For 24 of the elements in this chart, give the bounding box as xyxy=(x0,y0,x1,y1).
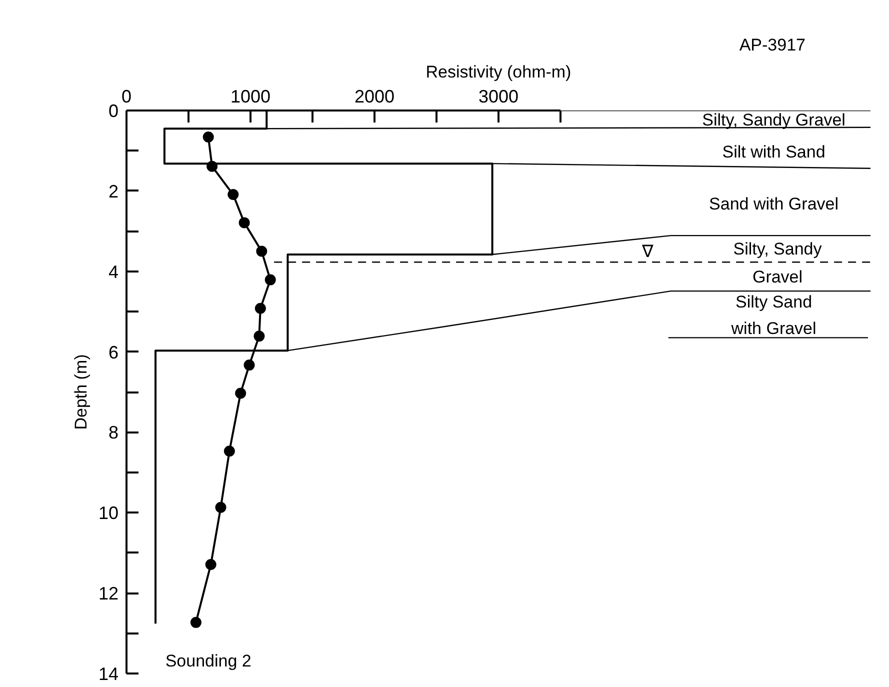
y-tick-label: 14 xyxy=(98,664,119,684)
y-tick-label: 10 xyxy=(98,503,119,524)
annotation: Silty Sand xyxy=(736,292,812,312)
x-axis-title: Resistivity (ohm-m) xyxy=(426,62,572,82)
x-tick-label: 1000 xyxy=(230,86,271,106)
y-axis-title: Depth (m) xyxy=(71,354,90,430)
text: AP-3917 xyxy=(739,36,806,54)
x-tick-label: 0 xyxy=(121,86,132,106)
y-tick-label: 2 xyxy=(108,181,119,202)
x-tick-label: 3000 xyxy=(478,86,519,106)
annotation: with Gravel xyxy=(730,318,816,338)
annotation: Silty, Sandy Gravel xyxy=(702,110,846,130)
y-tick-label: 8 xyxy=(108,422,119,443)
annotation: ∇ xyxy=(640,242,654,261)
y-tick-label: 12 xyxy=(98,584,119,604)
annotation: Gravel xyxy=(752,268,803,287)
x-tick-label: 2000 xyxy=(354,86,395,106)
annotation: Sounding 2 xyxy=(165,652,252,671)
y-tick-label: 6 xyxy=(108,342,119,362)
annotation: Silt with Sand xyxy=(722,142,826,162)
y-tick-label: 0 xyxy=(108,101,119,121)
annotation: Sand with Gravel xyxy=(709,194,839,214)
annotation: Silty, Sandy xyxy=(733,240,822,258)
y-tick-label: 4 xyxy=(108,262,119,282)
